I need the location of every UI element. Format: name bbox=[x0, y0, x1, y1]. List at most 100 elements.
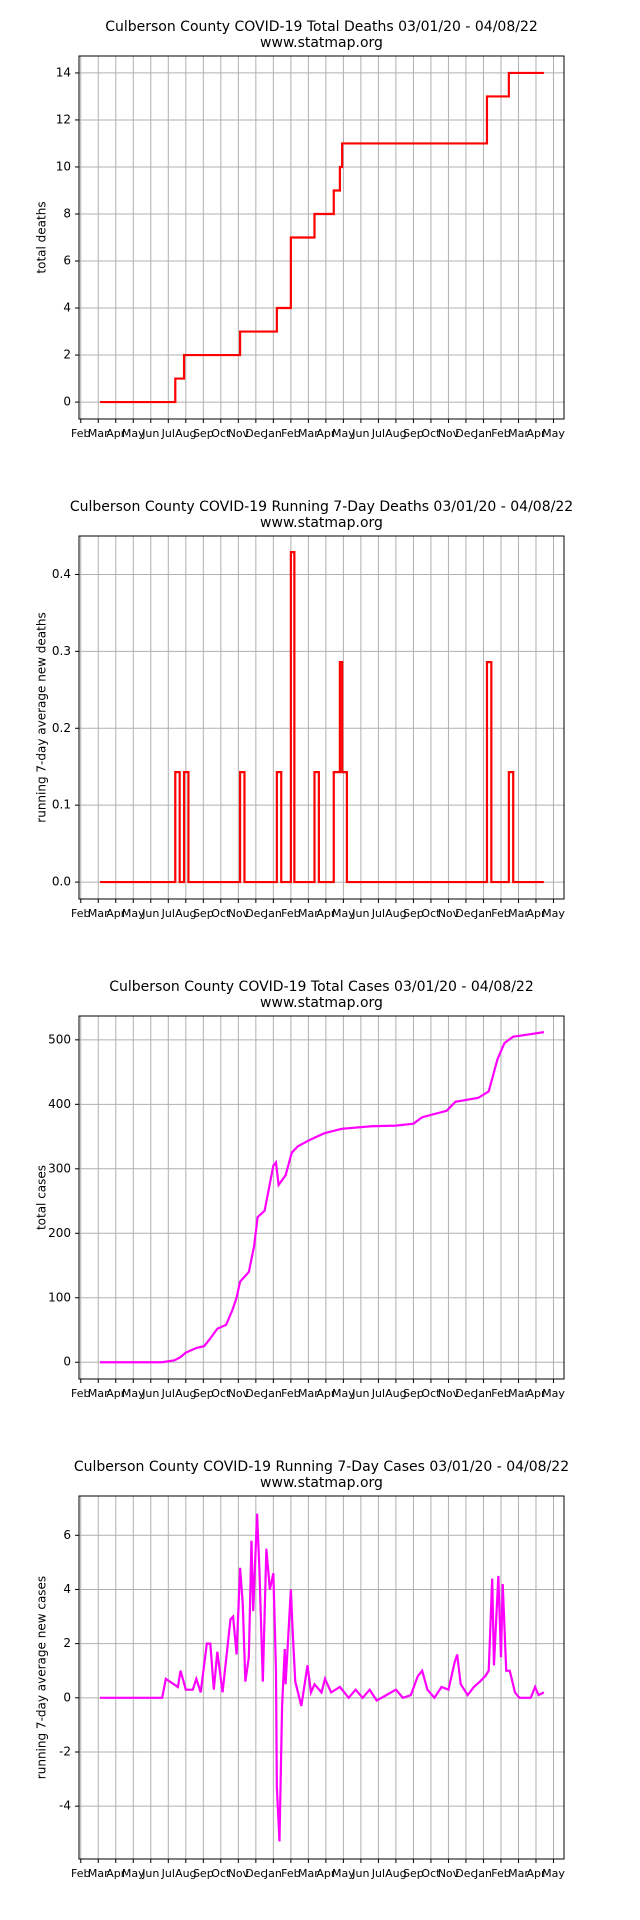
y-tick-label: 12 bbox=[56, 112, 71, 126]
x-tick-label: Jul bbox=[161, 427, 175, 440]
x-tick-label: Apr bbox=[526, 1387, 546, 1400]
x-tick-label: May bbox=[332, 1387, 355, 1400]
x-tick-label: Mar bbox=[508, 1867, 529, 1880]
data-line bbox=[100, 551, 544, 884]
x-tick-label: Feb bbox=[71, 1387, 90, 1400]
x-tick-label: Jan bbox=[264, 1867, 282, 1880]
y-tick-label: 14 bbox=[56, 65, 71, 79]
chart-title: Culberson County COVID-19 Total Cases 03… bbox=[109, 979, 534, 995]
x-tick-label: Jun bbox=[141, 907, 159, 920]
x-tick-label: Jan bbox=[474, 907, 492, 920]
x-tick-label: Jul bbox=[371, 1867, 385, 1880]
y-tick-label: -2 bbox=[59, 1744, 71, 1758]
x-tick-label: Sep bbox=[193, 907, 214, 920]
x-tick-label: Sep bbox=[193, 427, 214, 440]
x-tick-label: Dec bbox=[455, 907, 476, 920]
chart-title: Culberson County COVID-19 Running 7-Day … bbox=[70, 499, 573, 515]
x-tick-label: Dec bbox=[455, 1867, 476, 1880]
chart-panel: Culberson County COVID-19 Running 7-Day … bbox=[35, 499, 574, 920]
x-tick-label: Apr bbox=[526, 907, 546, 920]
x-tick-label: Apr bbox=[106, 427, 126, 440]
x-tick-label: Dec bbox=[455, 1387, 476, 1400]
x-tick-label: Jan bbox=[264, 907, 282, 920]
chart-subtitle: www.statmap.org bbox=[260, 515, 383, 531]
data-line bbox=[100, 1031, 545, 1364]
y-tick-label: 400 bbox=[48, 1097, 71, 1111]
x-tick-label: Mar bbox=[508, 907, 529, 920]
x-tick-label: May bbox=[122, 907, 145, 920]
y-tick-label: 8 bbox=[63, 206, 71, 220]
x-tick-label: Jun bbox=[351, 427, 369, 440]
x-tick-label: Mar bbox=[88, 427, 109, 440]
x-tick-label: Jul bbox=[161, 1867, 175, 1880]
x-tick-label: Apr bbox=[316, 427, 336, 440]
y-tick-label: 10 bbox=[56, 159, 71, 173]
x-tick-label: Jul bbox=[161, 907, 175, 920]
y-tick-label: 4 bbox=[63, 1582, 71, 1596]
x-tick-label: Oct bbox=[421, 1867, 441, 1880]
y-tick-label: 0.1 bbox=[52, 798, 71, 812]
x-tick-label: Oct bbox=[421, 907, 441, 920]
x-tick-label: Feb bbox=[491, 907, 510, 920]
x-tick-label: Nov bbox=[228, 1867, 250, 1880]
x-tick-label: Jul bbox=[371, 907, 385, 920]
x-tick-label: Nov bbox=[438, 427, 460, 440]
y-axis-label: total deaths bbox=[35, 201, 49, 273]
x-tick-label: Feb bbox=[71, 907, 90, 920]
chart-subtitle: www.statmap.org bbox=[260, 995, 383, 1011]
y-axis-label: running 7-day average new cases bbox=[35, 1576, 49, 1779]
x-tick-label: Mar bbox=[508, 427, 529, 440]
x-tick-label: Jun bbox=[141, 427, 159, 440]
x-tick-label: May bbox=[542, 427, 565, 440]
chart-title: Culberson County COVID-19 Total Deaths 0… bbox=[105, 19, 538, 35]
x-tick-label: May bbox=[542, 1387, 565, 1400]
y-tick-label: 6 bbox=[63, 1528, 71, 1542]
x-tick-label: Jan bbox=[474, 1867, 492, 1880]
x-tick-label: Nov bbox=[438, 1387, 460, 1400]
x-tick-label: Sep bbox=[403, 907, 424, 920]
x-tick-label: Jun bbox=[351, 907, 369, 920]
x-tick-label: Mar bbox=[298, 907, 319, 920]
chart-subtitle: www.statmap.org bbox=[260, 1475, 383, 1491]
y-tick-label: 0.3 bbox=[52, 644, 71, 658]
x-tick-label: Apr bbox=[106, 1387, 126, 1400]
y-tick-label: 0 bbox=[63, 1355, 71, 1369]
x-tick-label: Oct bbox=[211, 907, 231, 920]
x-tick-label: Nov bbox=[228, 427, 250, 440]
x-tick-label: May bbox=[122, 427, 145, 440]
x-tick-label: Feb bbox=[281, 1387, 300, 1400]
y-tick-label: 0.4 bbox=[52, 567, 71, 581]
x-tick-label: Mar bbox=[88, 1387, 109, 1400]
x-tick-label: May bbox=[332, 907, 355, 920]
plot-frame bbox=[78, 535, 565, 900]
y-tick-label: 0 bbox=[63, 395, 71, 409]
plot-frame bbox=[78, 1495, 565, 1860]
x-tick-label: Oct bbox=[421, 1387, 441, 1400]
x-tick-label: Aug bbox=[385, 1387, 406, 1400]
y-tick-label: 6 bbox=[63, 254, 71, 268]
y-tick-label: 0 bbox=[63, 1690, 71, 1704]
x-tick-label: May bbox=[332, 427, 355, 440]
x-tick-label: Nov bbox=[228, 907, 250, 920]
x-tick-label: Aug bbox=[385, 427, 406, 440]
x-tick-label: Apr bbox=[526, 1867, 546, 1880]
chart-subtitle: www.statmap.org bbox=[260, 35, 383, 51]
x-tick-label: Sep bbox=[193, 1867, 214, 1880]
x-tick-label: Aug bbox=[175, 1867, 196, 1880]
x-tick-label: Nov bbox=[228, 1387, 250, 1400]
x-tick-label: May bbox=[542, 907, 565, 920]
y-tick-label: 100 bbox=[48, 1290, 71, 1304]
x-tick-label: Jul bbox=[371, 427, 385, 440]
x-tick-label: May bbox=[332, 1867, 355, 1880]
x-tick-label: Jan bbox=[474, 427, 492, 440]
x-tick-label: Feb bbox=[71, 1867, 90, 1880]
data-line bbox=[100, 71, 544, 404]
x-tick-label: Aug bbox=[175, 427, 196, 440]
x-tick-label: Oct bbox=[211, 1387, 231, 1400]
y-tick-label: 200 bbox=[48, 1226, 71, 1240]
x-tick-label: Feb bbox=[491, 427, 510, 440]
chart-panel: Culberson County COVID-19 Total Deaths 0… bbox=[35, 19, 566, 440]
x-tick-label: Mar bbox=[298, 1867, 319, 1880]
x-tick-label: May bbox=[122, 1867, 145, 1880]
